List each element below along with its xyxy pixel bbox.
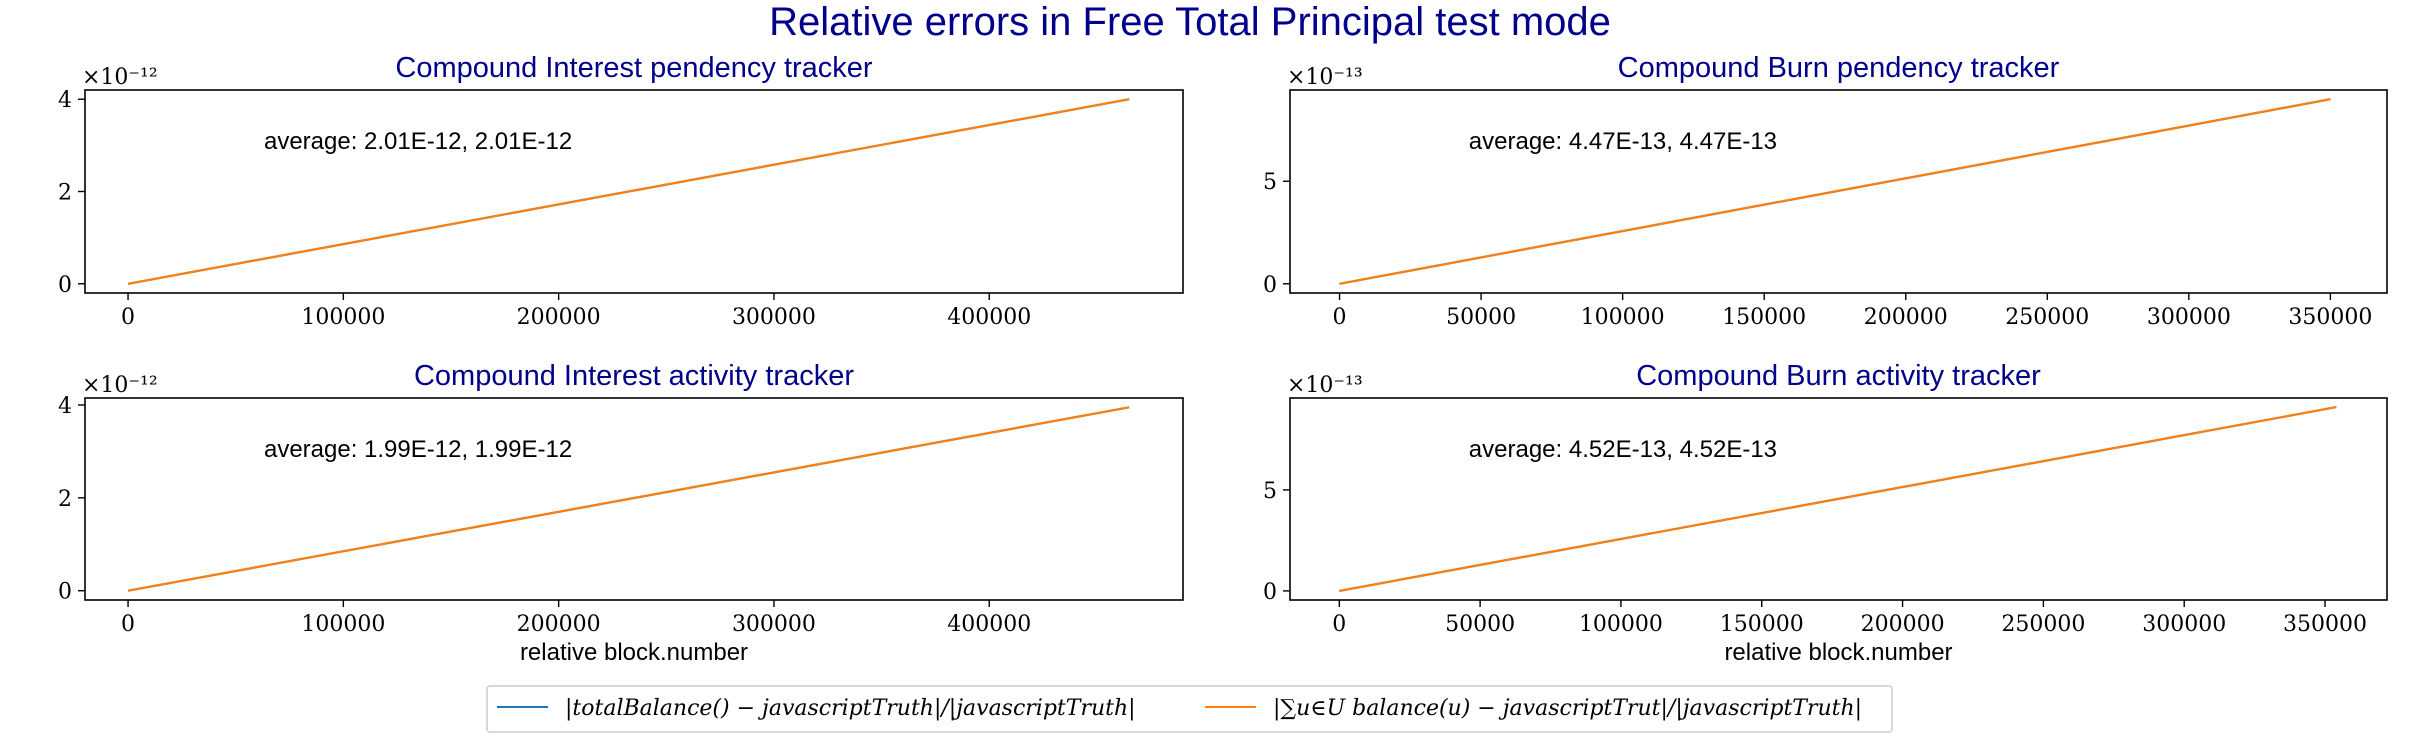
series-line-1 [127, 98, 1130, 285]
x-axis-label: relative block.number [520, 639, 748, 666]
average-annotation: average: 4.52E-13, 4.52E-13 [1469, 436, 1777, 463]
y-offset-label: ×10⁻¹² [82, 373, 158, 398]
subplot-3: Compound Burn activity tracker ×10⁻¹³ 0 500… [1263, 360, 2388, 666]
x-tick-label: 300000 [2142, 612, 2226, 637]
average-annotation: average: 2.01E-12, 2.01E-12 [264, 128, 572, 155]
y-tick-label: 4 [58, 394, 72, 419]
y-offset-label: ×10⁻¹³ [1287, 65, 1363, 90]
subplot-title: Compound Interest activity tracker [414, 360, 854, 392]
x-tick-label: 250000 [2001, 612, 2085, 637]
subplot-grid: Compound Interest pendency tracker ×10⁻¹²… [58, 52, 2388, 666]
x-tick-label: 350000 [2288, 305, 2372, 330]
plot-frame [1289, 89, 2388, 294]
x-tick-label: 0 [121, 612, 135, 637]
series-line-1 [127, 406, 1130, 592]
y-tick-label: 4 [58, 88, 72, 113]
x-tick-label: 300000 [2147, 305, 2231, 330]
y-tick-label: 0 [58, 273, 72, 298]
x-tick-label: 250000 [2005, 305, 2089, 330]
x-tick-label: 150000 [1720, 612, 1804, 637]
x-tick-label: 100000 [1579, 612, 1663, 637]
x-tick-label: 100000 [301, 305, 385, 330]
x-tick-label: 200000 [517, 612, 601, 637]
subplot-title: Compound Burn pendency tracker [1618, 52, 2060, 84]
x-tick-label: 100000 [1581, 305, 1665, 330]
average-annotation: average: 4.47E-13, 4.47E-13 [1469, 128, 1777, 155]
legend-frame [486, 685, 1893, 733]
x-tick-label: 400000 [947, 612, 1031, 637]
x-axis-label: relative block.number [1724, 639, 1952, 666]
x-tick-label: 200000 [517, 305, 601, 330]
legend-label-sum-balance: |∑u∈U balance(u) − javascriptTrut|/|java… [1273, 696, 1862, 721]
series-line-1 [1339, 406, 2337, 592]
subplot-title: Compound Burn activity tracker [1636, 360, 2041, 392]
x-tick-label: 150000 [1722, 305, 1806, 330]
x-tick-label: 350000 [2283, 612, 2367, 637]
x-tick-label: 50000 [1446, 305, 1516, 330]
plot-frame [84, 397, 1184, 601]
x-tick-label: 0 [1332, 612, 1346, 637]
subplot-0: Compound Interest pendency tracker ×10⁻¹²… [58, 52, 1184, 330]
x-tick-label: 0 [121, 305, 135, 330]
x-tick-label: 100000 [301, 612, 385, 637]
y-tick-label: 5 [1263, 479, 1277, 504]
subplot-title: Compound Interest pendency tracker [395, 52, 872, 84]
x-tick-label: 400000 [947, 305, 1031, 330]
legend-label-total-balance: |totalBalance() − javascriptTruth|/|java… [565, 696, 1136, 721]
figure-title: Relative errors in Free Total Principal … [769, 0, 1611, 44]
y-offset-label: ×10⁻¹² [82, 65, 158, 90]
x-tick-label: 300000 [732, 612, 816, 637]
x-tick-label: 300000 [732, 305, 816, 330]
series-line-1 [1339, 98, 2331, 285]
plot-frame [1289, 397, 2388, 601]
y-tick-label: 0 [1263, 580, 1277, 605]
y-tick-label: 2 [58, 181, 72, 206]
x-tick-label: 50000 [1445, 612, 1515, 637]
x-tick-label: 0 [1333, 305, 1347, 330]
y-tick-label: 0 [58, 580, 72, 605]
x-tick-label: 200000 [1861, 612, 1945, 637]
y-tick-label: 2 [58, 487, 72, 512]
y-tick-label: 0 [1263, 273, 1277, 298]
y-offset-label: ×10⁻¹³ [1287, 373, 1363, 398]
subplot-2: Compound Interest activity tracker ×10⁻¹²… [58, 360, 1184, 666]
subplot-1: Compound Burn pendency tracker ×10⁻¹³ 0 500… [1263, 52, 2388, 330]
legend: |totalBalance() − javascriptTruth|/|java… [486, 685, 1893, 733]
y-tick-label: 5 [1263, 170, 1277, 195]
average-annotation: average: 1.99E-12, 1.99E-12 [264, 436, 572, 463]
x-tick-label: 200000 [1864, 305, 1948, 330]
